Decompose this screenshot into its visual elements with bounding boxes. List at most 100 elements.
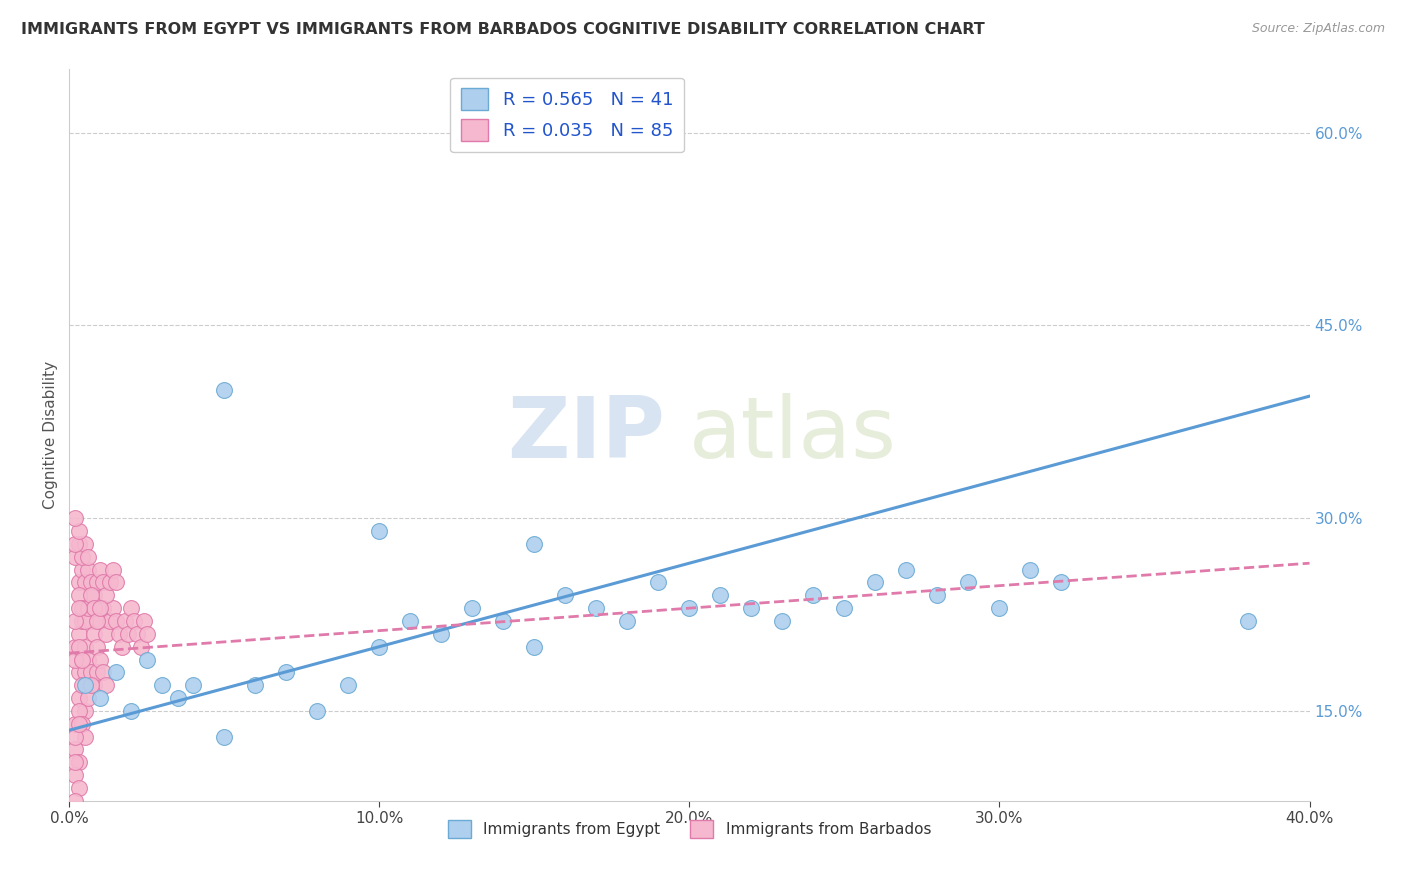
Point	[927, 588, 949, 602]
Point	[76, 549, 98, 564]
Point	[896, 563, 918, 577]
Point	[988, 601, 1011, 615]
Point	[96, 627, 118, 641]
Point	[104, 614, 127, 628]
Point	[368, 640, 391, 654]
Point	[65, 794, 87, 808]
Point	[73, 614, 96, 628]
Point	[70, 549, 93, 564]
Point	[166, 691, 188, 706]
Point	[132, 614, 155, 628]
Point	[86, 665, 108, 680]
Y-axis label: Cognitive Disability: Cognitive Disability	[44, 360, 58, 508]
Point	[70, 563, 93, 577]
Point	[83, 601, 105, 615]
Point	[114, 614, 136, 628]
Point	[98, 614, 121, 628]
Point	[129, 640, 152, 654]
Point	[80, 614, 103, 628]
Point	[80, 678, 103, 692]
Point	[616, 614, 638, 628]
Point	[89, 652, 111, 666]
Point	[67, 601, 90, 615]
Point	[104, 665, 127, 680]
Point	[67, 588, 90, 602]
Point	[86, 575, 108, 590]
Point	[73, 640, 96, 654]
Point	[108, 627, 131, 641]
Point	[73, 665, 96, 680]
Point	[70, 601, 93, 615]
Point	[957, 575, 980, 590]
Point	[124, 614, 146, 628]
Point	[461, 601, 484, 615]
Point	[73, 704, 96, 718]
Point	[101, 563, 124, 577]
Point	[101, 601, 124, 615]
Point	[245, 678, 267, 692]
Point	[86, 614, 108, 628]
Point	[430, 627, 453, 641]
Point	[67, 704, 90, 718]
Text: ZIP: ZIP	[506, 393, 665, 476]
Point	[67, 716, 90, 731]
Point	[111, 640, 134, 654]
Point	[65, 537, 87, 551]
Point	[120, 601, 142, 615]
Point	[80, 588, 103, 602]
Point	[150, 678, 173, 692]
Point	[1236, 614, 1258, 628]
Point	[120, 704, 142, 718]
Point	[98, 575, 121, 590]
Point	[65, 742, 87, 756]
Point	[83, 588, 105, 602]
Point	[65, 614, 87, 628]
Point	[83, 627, 105, 641]
Point	[709, 588, 731, 602]
Point	[91, 601, 114, 615]
Point	[70, 652, 93, 666]
Point	[67, 780, 90, 795]
Point	[73, 537, 96, 551]
Point	[83, 678, 105, 692]
Point	[96, 588, 118, 602]
Point	[73, 575, 96, 590]
Point	[554, 588, 576, 602]
Point	[67, 665, 90, 680]
Point	[117, 627, 139, 641]
Point	[104, 575, 127, 590]
Text: Source: ZipAtlas.com: Source: ZipAtlas.com	[1251, 22, 1385, 36]
Point	[368, 524, 391, 538]
Point	[770, 614, 793, 628]
Point	[89, 691, 111, 706]
Point	[76, 691, 98, 706]
Point	[399, 614, 422, 628]
Point	[73, 678, 96, 692]
Point	[67, 575, 90, 590]
Point	[678, 601, 700, 615]
Point	[834, 601, 856, 615]
Point	[740, 601, 762, 615]
Point	[307, 704, 329, 718]
Point	[65, 716, 87, 731]
Point	[91, 575, 114, 590]
Point	[214, 730, 236, 744]
Point	[65, 549, 87, 564]
Point	[65, 640, 87, 654]
Point	[89, 614, 111, 628]
Point	[803, 588, 825, 602]
Point	[76, 601, 98, 615]
Text: atlas: atlas	[689, 393, 897, 476]
Point	[67, 691, 90, 706]
Text: IMMIGRANTS FROM EGYPT VS IMMIGRANTS FROM BARBADOS COGNITIVE DISABILITY CORRELATI: IMMIGRANTS FROM EGYPT VS IMMIGRANTS FROM…	[21, 22, 984, 37]
Legend: Immigrants from Egypt, Immigrants from Barbados: Immigrants from Egypt, Immigrants from B…	[441, 814, 938, 845]
Point	[135, 652, 157, 666]
Point	[65, 730, 87, 744]
Point	[89, 563, 111, 577]
Point	[135, 627, 157, 641]
Point	[67, 640, 90, 654]
Point	[647, 575, 669, 590]
Point	[70, 716, 93, 731]
Point	[86, 640, 108, 654]
Point	[70, 614, 93, 628]
